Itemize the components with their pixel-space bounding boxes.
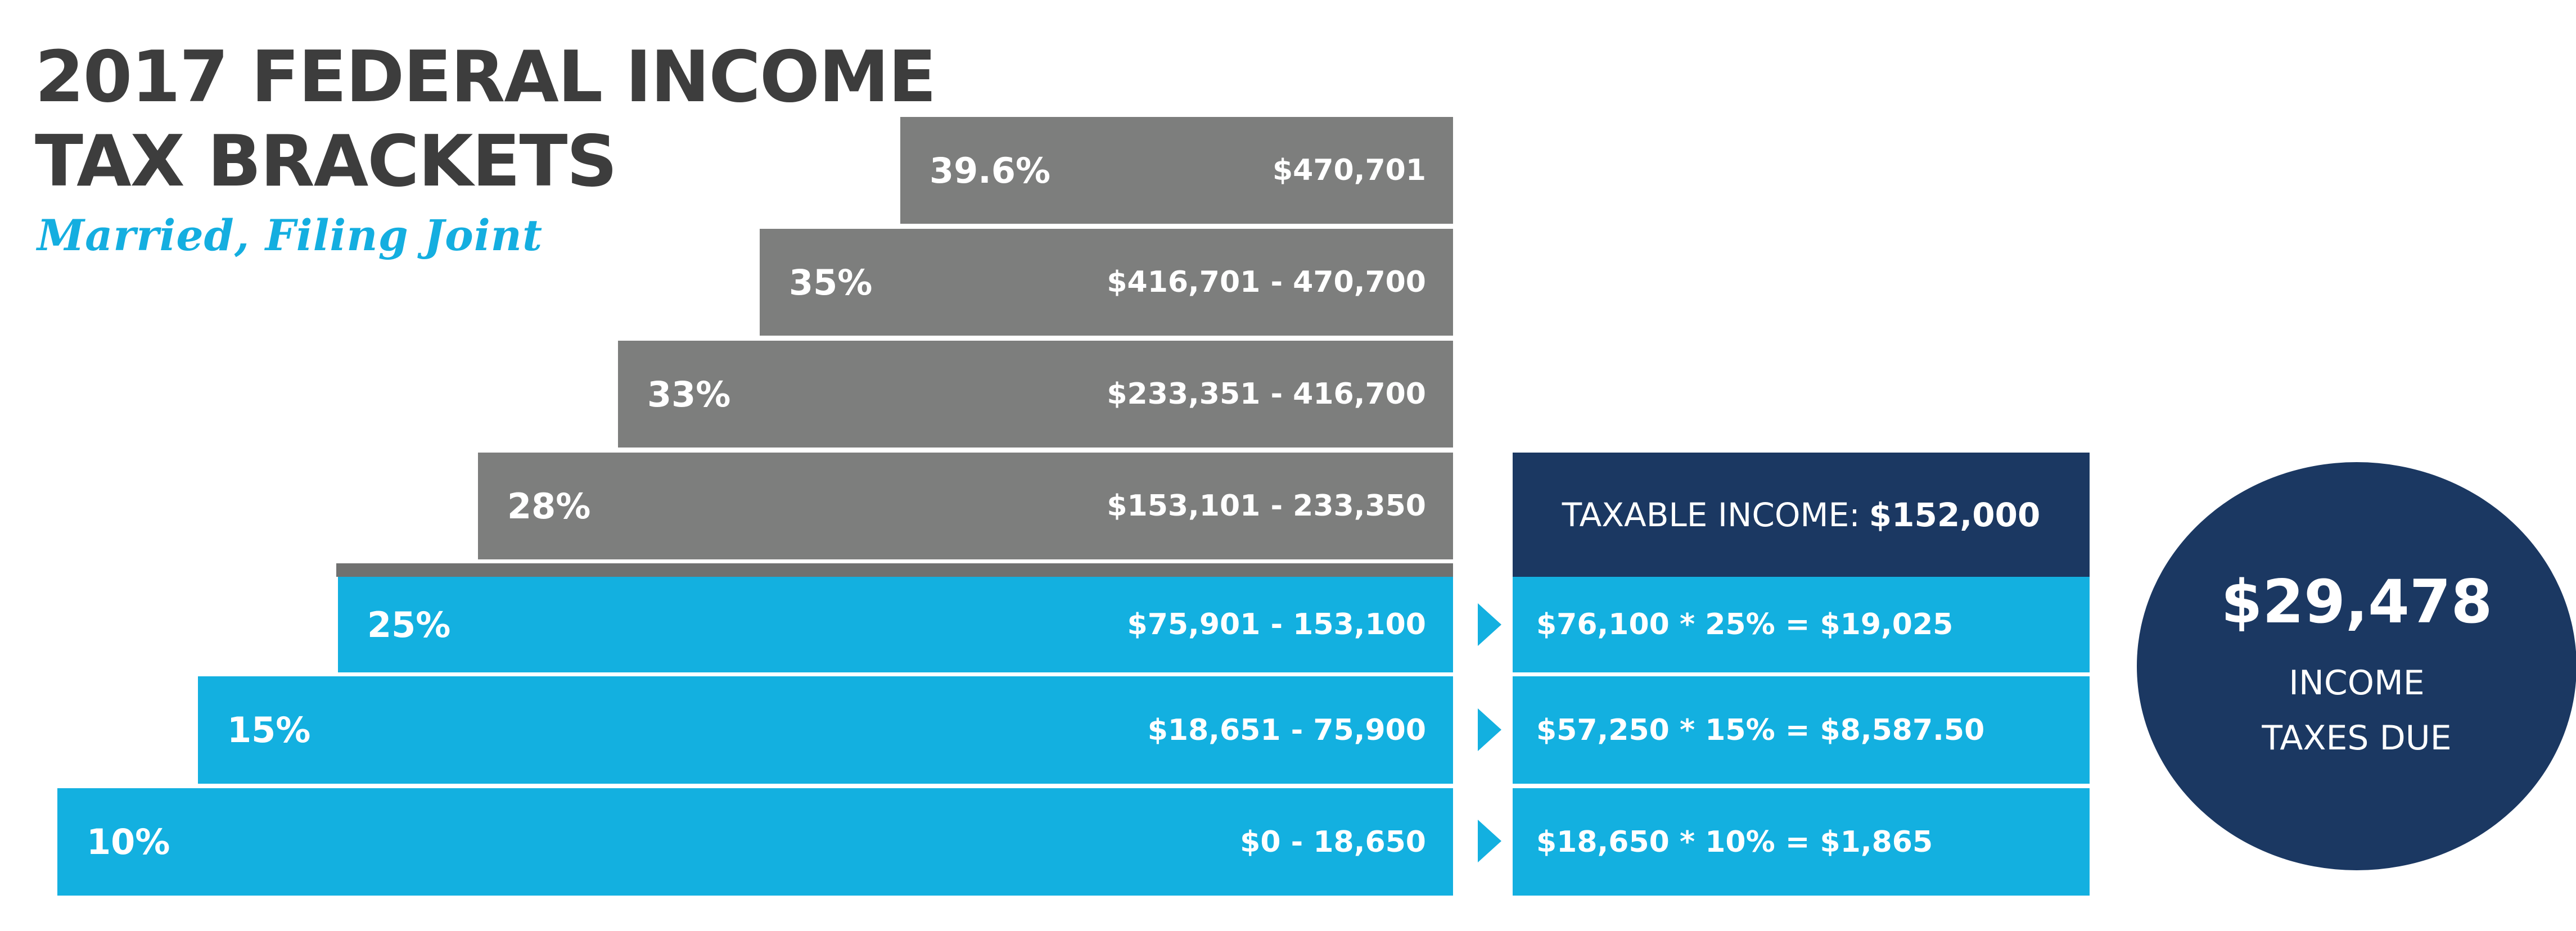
total-caption-line-2: TAXES DUE (2262, 718, 2452, 758)
total-caption-line-1: INCOME (2289, 663, 2425, 703)
calculation-panel (1513, 577, 2090, 896)
row-divider (1513, 672, 2090, 676)
bracket-range: $470,701 (1272, 153, 1426, 187)
bracket-rate: 25% (367, 604, 451, 645)
total-tax-amount: $29,478 (2221, 567, 2493, 636)
taxable-income-value: $152,000 (1869, 495, 2041, 534)
taxable-income-label: TAXABLE INCOME: (1562, 495, 1860, 534)
bracket-range: $0 - 18,650 (1240, 825, 1426, 859)
calculation-row: $57,250 * 15% = $8,587.50 (1536, 713, 1985, 747)
bracket-33: 33% $233,351 - 416,700 (618, 341, 1453, 448)
arrow-right-icon (1478, 603, 1501, 646)
title-line-1: 2017 FEDERAL INCOME (35, 35, 936, 118)
bracket-rate: 28% (507, 485, 591, 527)
bracket-rate: 35% (789, 261, 873, 303)
subtitle: Married, Filing Joint (37, 210, 543, 260)
taxable-income-header: TAXABLE INCOME: $152,000 (1513, 453, 2090, 577)
row-divider (1513, 784, 2090, 788)
title-line-2: TAX BRACKETS (35, 120, 617, 202)
bracket-rate: 10% (87, 821, 170, 862)
bracket-range: $416,701 - 470,700 (1107, 265, 1426, 299)
arrow-right-icon (1478, 708, 1501, 751)
total-taxes-circle: $29,478 INCOME TAXES DUE (2137, 462, 2576, 870)
bracket-39-6: 39.6% $470,701 (900, 117, 1453, 224)
bracket-range: $153,101 - 233,350 (1107, 489, 1426, 523)
bracket-10: 10% $0 - 18,650 (57, 788, 1453, 896)
bracket-15: 15% $18,651 - 75,900 (198, 676, 1453, 784)
bracket-28: 28% $153,101 - 233,350 (478, 453, 1453, 559)
bracket-range: $75,901 - 153,100 (1127, 608, 1426, 641)
bracket-rate: 39.6% (930, 150, 1051, 191)
bracket-range: $233,351 - 416,700 (1107, 377, 1426, 411)
calculation-row: $18,650 * 10% = $1,865 (1536, 825, 1933, 859)
bracket-rate: 15% (227, 709, 311, 751)
calculation-row: $76,100 * 25% = $19,025 (1536, 608, 1954, 641)
arrow-right-icon (1478, 820, 1501, 862)
bracket-range: $18,651 - 75,900 (1147, 713, 1426, 747)
page-title: 2017 FEDERAL INCOME TAX BRACKETS (35, 35, 936, 204)
bracket-35: 35% $416,701 - 470,700 (760, 229, 1453, 336)
bracket-25: 25% $75,901 - 153,100 (338, 577, 1453, 672)
bracket-rate: 33% (647, 373, 731, 415)
income-threshold-line (336, 563, 1453, 577)
